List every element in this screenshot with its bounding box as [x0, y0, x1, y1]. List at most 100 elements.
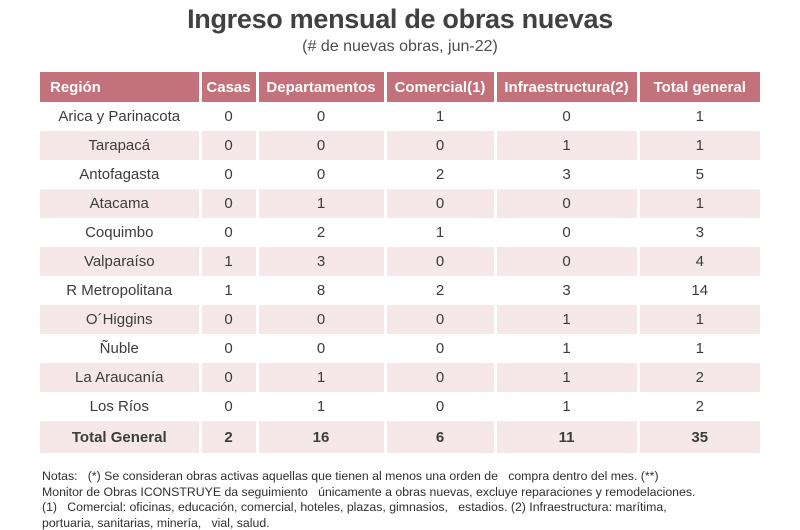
- table-row: Atacama 0 1 0 0 1: [40, 189, 760, 218]
- value-cell: 14: [691, 282, 709, 299]
- obras-nuevas-table: Región Casas Departamentos Comercial(1) Infr…: [40, 72, 760, 453]
- column-header-regio-n: Región: [40, 72, 202, 102]
- region-cell: R Metropolitana: [40, 276, 202, 305]
- value-cell: 3: [495, 160, 640, 189]
- table-row: Ñuble 0 0 0 1 1: [40, 334, 760, 363]
- value-cell: 1: [695, 108, 704, 125]
- value-cell: 0: [200, 392, 259, 421]
- value-cell: 2: [385, 276, 497, 305]
- value-cell: 0: [385, 363, 497, 392]
- value-cell: 2: [385, 160, 497, 189]
- value-cell: 3: [495, 276, 640, 305]
- column-header-casas: Casas: [200, 72, 259, 102]
- value-cell: 0: [385, 131, 497, 160]
- table-row: Valparaíso 1 3 0 0 4: [40, 247, 760, 276]
- value-cell: 11: [495, 421, 640, 453]
- value-cell: 2: [695, 398, 704, 415]
- column-header-total-general: Total general: [638, 72, 760, 102]
- value-cell: 0: [200, 363, 259, 392]
- table-row: R Metropolitana 1 8 2 3 14: [40, 276, 760, 305]
- notes-line: Monitor de Obras ICONSTRUYE da seguimien…: [42, 484, 696, 499]
- value-cell: 0: [257, 160, 387, 189]
- value-cell: 2: [257, 218, 387, 247]
- notes-line: portuaria, sanitarias, minería, vial, sa…: [42, 515, 270, 530]
- value-cell: 35: [691, 428, 709, 446]
- region-cell: Valparaíso: [40, 247, 202, 276]
- region-cell: Coquimbo: [40, 218, 202, 247]
- column-header-departamentos: Departamentos: [257, 72, 387, 102]
- value-cell: 3: [695, 224, 704, 241]
- page-subtitle: (# de nuevas obras, jun-22): [302, 38, 498, 55]
- value-cell: 6: [385, 421, 497, 453]
- value-cell: 0: [385, 189, 497, 218]
- value-cell: 1: [385, 102, 497, 131]
- value-cell: 3: [257, 247, 387, 276]
- column-header-comercial-1: Comercial(1): [385, 72, 497, 102]
- value-cell: 0: [385, 247, 497, 276]
- value-cell: 1: [495, 305, 640, 334]
- table-row: Antofagasta 0 0 2 3 5: [40, 160, 760, 189]
- column-header-infraestructura-2: Infraestructura(2): [495, 72, 640, 102]
- table-row: Tarapacá 0 0 0 1 1: [40, 131, 760, 160]
- value-cell: 0: [200, 189, 259, 218]
- region-cell: Atacama: [40, 189, 202, 218]
- value-cell: 0: [495, 218, 640, 247]
- table-row: Los Ríos 0 1 0 1 2: [40, 392, 760, 421]
- value-cell: 1: [495, 131, 640, 160]
- table-row: Coquimbo 0 2 1 0 3: [40, 218, 760, 247]
- value-cell: 1: [495, 363, 640, 392]
- table-header-row: Región Casas Departamentos Comercial(1) Infr…: [40, 72, 760, 102]
- value-cell: 1: [695, 311, 704, 328]
- value-cell: 1: [495, 334, 640, 363]
- region-cell: Ñuble: [40, 334, 202, 363]
- region-cell: Tarapacá: [40, 131, 202, 160]
- value-cell: 0: [385, 392, 497, 421]
- value-cell: 5: [695, 166, 704, 183]
- region-cell: Antofagasta: [40, 160, 202, 189]
- notes: Notas: (*) Se consideran obras activas a…: [42, 469, 800, 530]
- value-cell: 0: [495, 189, 640, 218]
- total-general-row: Total General 2 16 6 11 35: [40, 421, 760, 453]
- value-cell: 0: [200, 160, 259, 189]
- notes-line: Notas: (*) Se consideran obras activas a…: [42, 469, 659, 483]
- value-cell: 0: [495, 102, 640, 131]
- value-cell: 0: [257, 131, 387, 160]
- value-cell: 16: [257, 421, 387, 453]
- region-cell: Los Ríos: [40, 392, 202, 421]
- value-cell: 2: [695, 369, 704, 386]
- value-cell: 0: [200, 102, 259, 131]
- table-body: Arica y Parinacota 0 0 1 0 1 Tarapacá 0 0 0 1 1 Anto…: [40, 102, 760, 453]
- region-cell: O´Higgins: [40, 305, 202, 334]
- notes-line: (1) Comercial: oficinas, educación, come…: [42, 500, 667, 515]
- page-title: Ingreso mensual de obras nuevas: [187, 4, 613, 34]
- value-cell: 4: [695, 253, 704, 270]
- value-cell: 8: [257, 276, 387, 305]
- value-cell: 1: [385, 218, 497, 247]
- value-cell: 0: [257, 305, 387, 334]
- value-cell: 0: [257, 334, 387, 363]
- value-cell: 1: [695, 195, 704, 212]
- region-cell: Total General: [40, 421, 202, 453]
- table-row: La Araucanía 0 1 0 1 2: [40, 363, 760, 392]
- region-cell: La Araucanía: [40, 363, 202, 392]
- table-header: Región Casas Departamentos Comercial(1) Infr…: [40, 72, 760, 102]
- value-cell: 1: [200, 276, 259, 305]
- value-cell: 0: [200, 334, 259, 363]
- table-row: O´Higgins 0 0 0 1 1: [40, 305, 760, 334]
- value-cell: 0: [200, 218, 259, 247]
- region-cell: Arica y Parinacota: [40, 102, 202, 131]
- value-cell: 1: [257, 189, 387, 218]
- value-cell: 2: [200, 421, 259, 453]
- table-row: Arica y Parinacota 0 0 1 0 1: [40, 102, 760, 131]
- value-cell: 0: [385, 334, 497, 363]
- value-cell: 1: [257, 363, 387, 392]
- value-cell: 0: [200, 131, 259, 160]
- value-cell: 1: [495, 392, 640, 421]
- value-cell: 0: [257, 102, 387, 131]
- value-cell: 0: [385, 305, 497, 334]
- value-cell: 1: [200, 247, 259, 276]
- value-cell: 1: [257, 392, 387, 421]
- value-cell: 0: [495, 247, 640, 276]
- value-cell: 1: [695, 137, 704, 154]
